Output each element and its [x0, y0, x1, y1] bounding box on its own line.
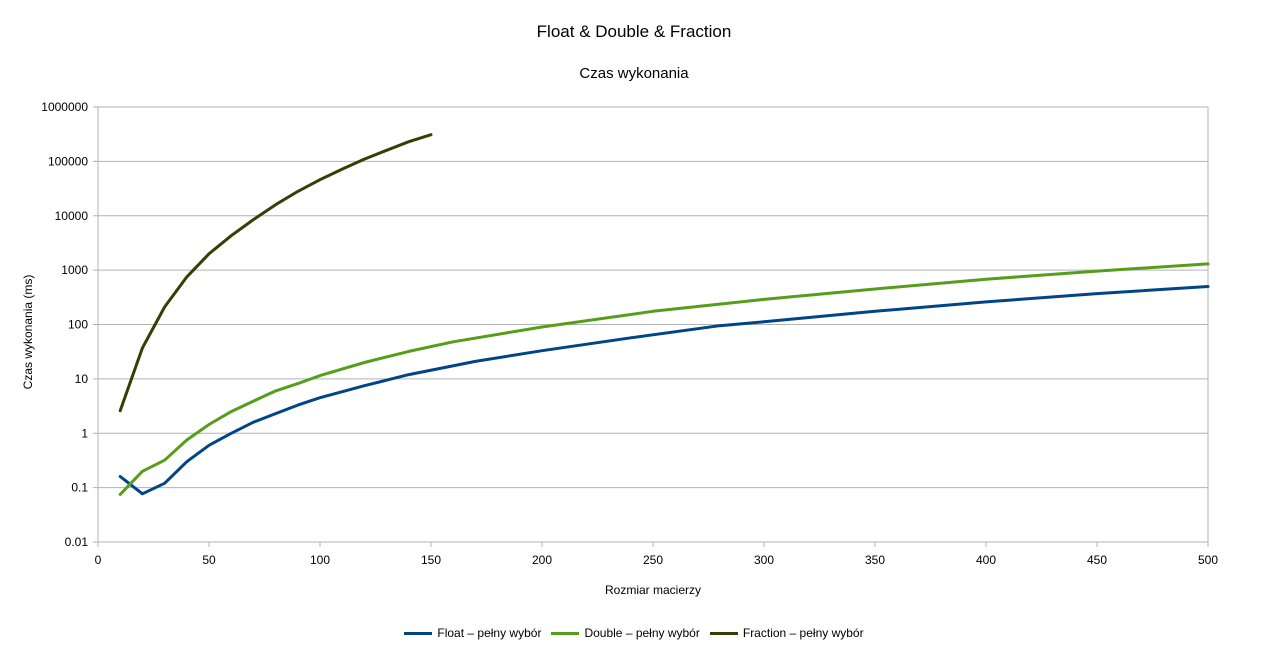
y-tick-label: 0.01 — [65, 535, 89, 549]
x-tick-label: 500 — [1198, 553, 1218, 567]
x-tick-label: 200 — [532, 553, 552, 567]
x-tick-label: 100 — [310, 553, 330, 567]
chart-subtitle: Czas wykonania — [579, 65, 689, 82]
y-tick-label: 10 — [75, 372, 89, 386]
y-tick-label: 0.1 — [71, 481, 88, 495]
legend-item: Double – pełny wybór — [551, 626, 700, 640]
y-tick-label: 1000000 — [41, 100, 88, 114]
x-tick-label: 0 — [95, 553, 102, 567]
x-tick-label: 250 — [643, 553, 663, 567]
x-tick-label: 150 — [421, 553, 441, 567]
series-line-3 — [118, 133, 433, 413]
x-tick-label: 350 — [865, 553, 885, 567]
legend-swatch — [551, 631, 580, 635]
x-tick-label: 300 — [754, 553, 774, 567]
legend-swatch — [709, 631, 738, 635]
y-tick-label: 10000 — [55, 209, 89, 223]
x-tick-label: 450 — [1087, 553, 1107, 567]
series-line-2 — [118, 262, 1210, 496]
y-tick-label: 1 — [81, 426, 88, 440]
legend: Float – pełny wybór Double – pełny wybór F… — [0, 626, 1268, 640]
y-tick-label: 100000 — [48, 154, 88, 168]
legend-label: Float – pełny wybór — [437, 626, 542, 640]
x-axis-label: Rozmiar macierzy — [605, 583, 701, 597]
series-line-1 — [118, 285, 1210, 496]
legend-label: Double – pełny wybór — [584, 626, 700, 640]
legend-item: Fraction – pełny wybór — [709, 626, 864, 640]
y-tick-label: 1000 — [61, 263, 88, 277]
y-axis-label: Czas wykonania (ms) — [21, 275, 35, 390]
legend-item: Float – pełny wybór — [404, 626, 541, 640]
y-tick-label: 100 — [68, 318, 88, 332]
chart-title: Float & Double & Fraction — [536, 22, 732, 41]
legend-label: Fraction – pełny wybór — [742, 626, 864, 640]
legend-swatch — [404, 631, 433, 635]
x-tick-label: 400 — [976, 553, 996, 567]
x-tick-label: 50 — [202, 553, 216, 567]
